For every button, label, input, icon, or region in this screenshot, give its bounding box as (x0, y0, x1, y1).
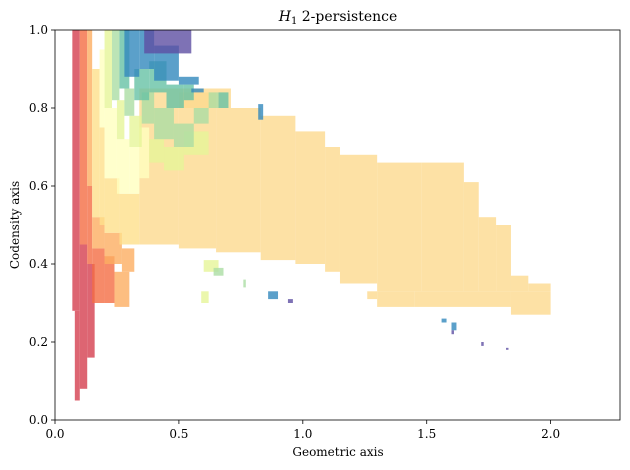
module-rect (496, 225, 511, 292)
module-rect (325, 147, 340, 272)
module-7 (111, 30, 246, 288)
module-rect (104, 178, 120, 233)
module-rect (119, 193, 140, 245)
x-tick-label: 1.0 (293, 427, 312, 441)
module-rect (414, 291, 511, 307)
module-rect (129, 147, 140, 194)
module-rect (74, 310, 80, 401)
module-rect (92, 69, 100, 218)
module-rect (478, 217, 497, 292)
module-rect (116, 100, 125, 140)
module-rect (104, 108, 117, 179)
x-tick-label: 0.0 (45, 427, 64, 441)
axes-border (54, 29, 621, 421)
module-rect (104, 232, 122, 264)
module-rect (208, 92, 219, 108)
y-tick-label: 0.8 (29, 101, 48, 115)
module-rect (87, 264, 95, 358)
module-rect (243, 279, 246, 288)
module-1 (72, 30, 95, 401)
y-tick-label: 0.2 (29, 335, 48, 349)
module-rect (144, 30, 192, 54)
module-rect (173, 123, 194, 147)
y-tick-label: 0.6 (29, 179, 48, 193)
module-rect (124, 30, 140, 77)
y-tick-label: 0.4 (29, 257, 48, 271)
module-10 (144, 30, 509, 350)
module-rect (260, 115, 296, 261)
module-2 (79, 30, 115, 303)
x-tick-label: 1.5 (417, 427, 436, 441)
module-rect (287, 299, 293, 303)
module-rect (79, 30, 88, 245)
module-rect (87, 30, 93, 186)
module-rect (510, 291, 551, 315)
module-4 (92, 69, 140, 245)
module-rect (79, 244, 88, 389)
module-rect (367, 291, 378, 300)
module-rect (451, 330, 454, 335)
module-rect (216, 108, 261, 253)
module-rect (203, 260, 219, 272)
module-rect (72, 30, 80, 311)
plot-area (72, 30, 551, 401)
module-rect (166, 84, 184, 108)
chart-title-subscript: 1 (291, 16, 297, 27)
module-rect (183, 84, 194, 101)
module-rect (154, 108, 174, 140)
module-rect (295, 131, 326, 264)
module-rect (377, 162, 422, 292)
x-tick-label: 0.5 (169, 427, 188, 441)
chart-title-symbol: H (278, 9, 292, 25)
module-rect (193, 108, 209, 124)
x-axis-label: Geometric axis (292, 445, 383, 459)
module-rect (506, 347, 509, 350)
module-rect (213, 267, 224, 276)
module-rect (268, 291, 279, 300)
module-rect (481, 342, 484, 346)
chart-title-rest: 2-persistence (297, 9, 397, 25)
module-rect (339, 154, 378, 284)
y-axis-label: Codensity axis (8, 181, 22, 269)
module-6 (104, 30, 219, 303)
module-rect (99, 49, 105, 128)
x-axis-ticks: 0.0 0.5 1.0 1.5 2.0 (45, 420, 560, 441)
module-rect (104, 30, 112, 108)
module-rect (510, 275, 529, 292)
module-rect (139, 127, 150, 179)
module-rect (441, 318, 447, 323)
module-rect (258, 104, 264, 120)
module-rect (451, 322, 457, 331)
module-0 (139, 88, 551, 315)
module-rect (114, 271, 130, 307)
module-rect (149, 139, 165, 163)
module-5 (99, 49, 150, 194)
module-rect (111, 30, 120, 101)
module-rect (141, 92, 155, 124)
module-rect (124, 88, 135, 116)
module-rect (463, 182, 479, 292)
module-rect (121, 248, 135, 272)
module-rect (116, 139, 130, 194)
axes-frame (54, 29, 621, 421)
module-rect (92, 248, 105, 303)
module-rect (129, 115, 142, 147)
module-rect (87, 186, 93, 264)
module-rect (104, 256, 115, 303)
module-rect (201, 291, 209, 303)
module-rect (191, 88, 204, 93)
module-rect (218, 92, 229, 108)
module-rect (377, 291, 415, 307)
module-rect (528, 283, 551, 292)
y-tick-label: 0.0 (29, 413, 48, 427)
y-tick-label: 1.0 (29, 23, 48, 37)
module-rect (421, 162, 464, 292)
module-rect (164, 147, 184, 171)
module-rect (178, 76, 199, 85)
x-tick-label: 2.0 (541, 427, 560, 441)
chart-title: H1 2-persistence (278, 9, 398, 27)
module-rect (99, 127, 105, 225)
y-axis-ticks: 0.0 0.2 0.4 0.6 0.8 1.0 (29, 23, 55, 427)
